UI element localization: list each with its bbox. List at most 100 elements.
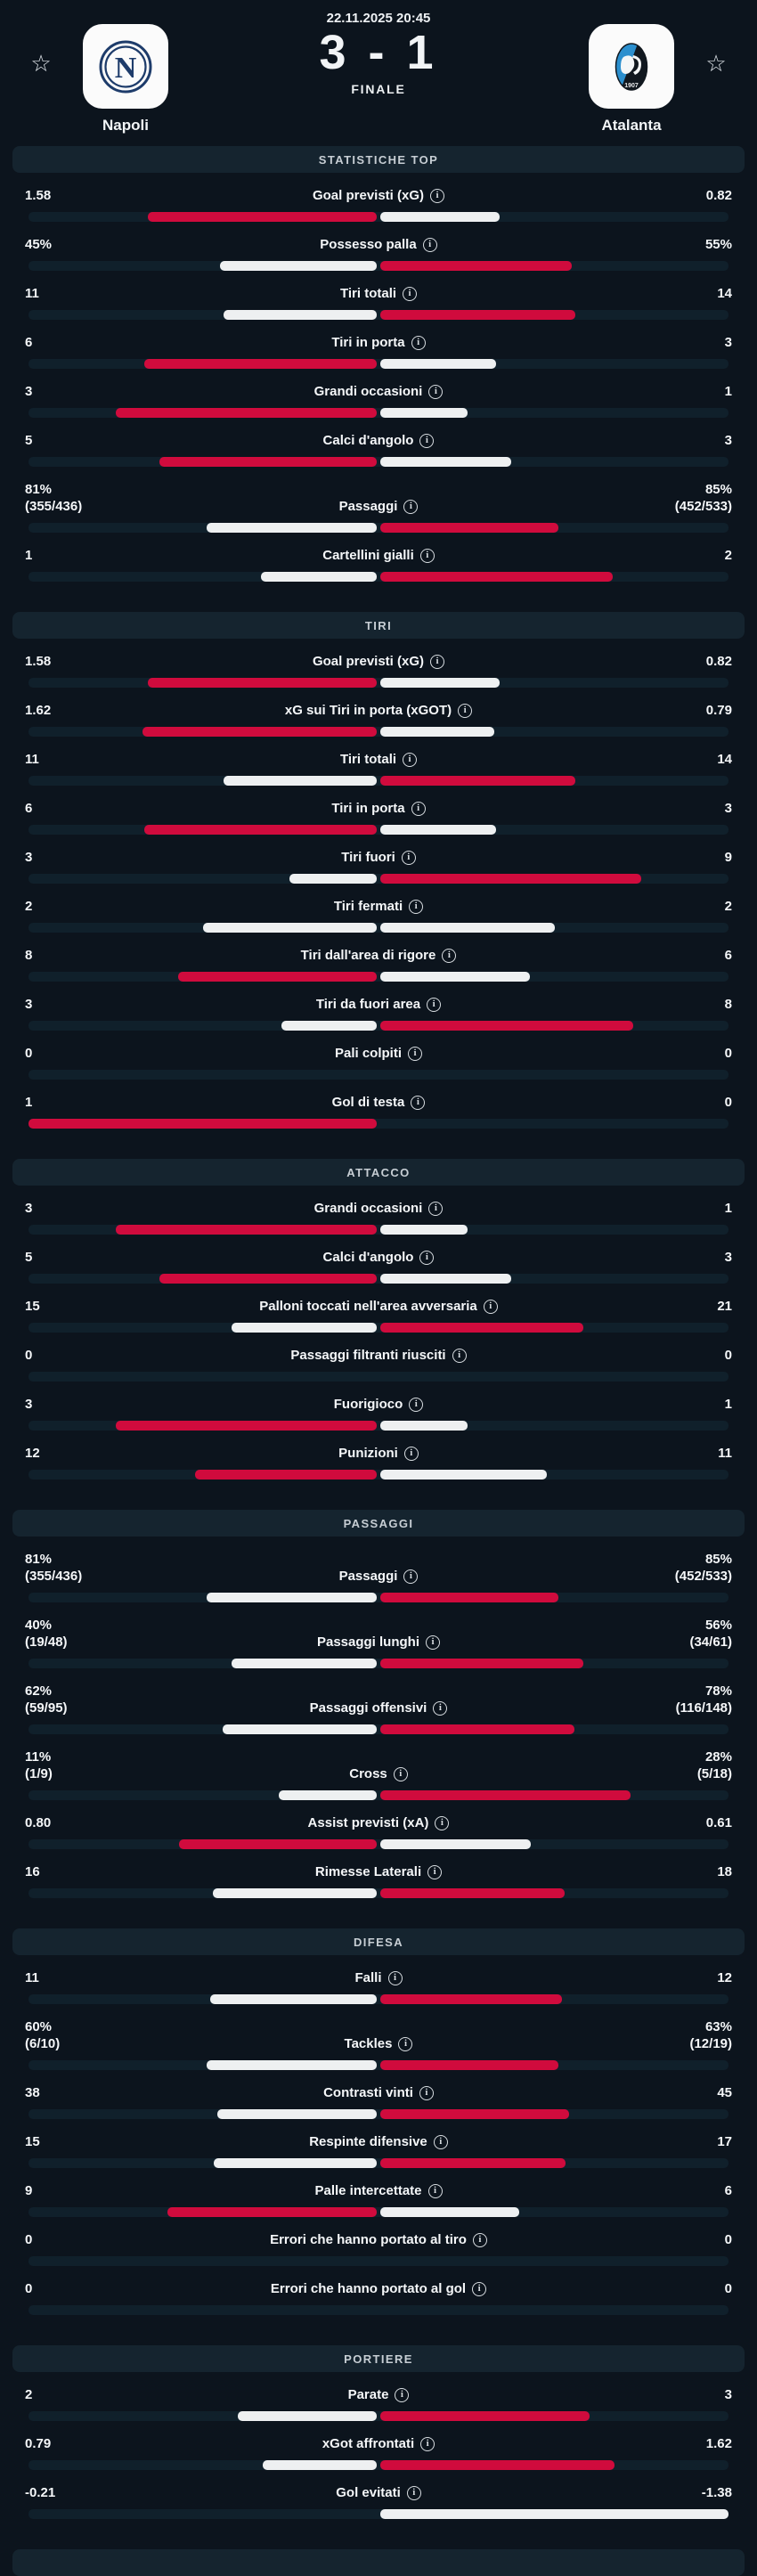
stat-row: 16 Rimesse Laterali i 18 (0, 1863, 757, 1898)
info-icon[interactable]: i (408, 1046, 422, 1061)
away-bar (380, 408, 468, 418)
info-icon[interactable]: i (419, 1250, 435, 1265)
stat-row: 3 Grandi occasioni i 1 (0, 1200, 757, 1235)
away-team-name[interactable]: Atalanta (601, 117, 662, 134)
info-icon[interactable]: i (458, 703, 473, 718)
home-team-name[interactable]: Napoli (102, 117, 149, 134)
info-icon[interactable]: i (401, 850, 416, 865)
info-icon[interactable]: i (409, 899, 424, 914)
home-value: 12 (25, 1446, 40, 1461)
home-value: 40% (25, 1618, 53, 1633)
info-icon[interactable]: i (411, 335, 426, 350)
stat-row: 40% (19/48) Passaggi lunghi i 56% (34/61… (0, 1617, 757, 1668)
info-icon[interactable]: i (419, 2085, 434, 2100)
info-icon[interactable]: i (387, 1970, 403, 1985)
home-value: 11 (25, 286, 39, 301)
info-icon[interactable]: i (420, 2436, 435, 2451)
stat-bar-track (28, 1790, 729, 1800)
info-icon[interactable]: i (433, 1700, 448, 1716)
away-value: 85% (704, 482, 732, 497)
stat-bar-track (28, 1021, 729, 1031)
info-icon[interactable]: i (419, 548, 435, 563)
info-icon[interactable]: i (398, 2036, 413, 2051)
stat-label: Rimesse Laterali (314, 1864, 422, 1879)
info-icon[interactable]: i (427, 997, 442, 1012)
home-subvalue: (19/48) (25, 1634, 68, 1650)
info-icon[interactable]: i (435, 1815, 450, 1830)
info-icon[interactable]: i (426, 1634, 441, 1650)
info-icon[interactable]: i (472, 2281, 487, 2296)
info-icon[interactable]: i (411, 1095, 426, 1110)
info-icon[interactable]: i (411, 801, 426, 816)
stat-bar-track (28, 572, 729, 582)
away-bar (380, 2509, 729, 2519)
info-icon[interactable]: i (393, 1766, 408, 1781)
stat-bar-track (28, 776, 729, 786)
stat-label: xG sui Tiri in porta (xGOT) (284, 703, 452, 718)
section-title: PORTIERE (344, 2352, 413, 2366)
atalanta-crest-icon: 1907 (615, 42, 648, 91)
home-value: -0.21 (25, 2485, 56, 2500)
stat-bar-track (28, 212, 729, 222)
home-bar (142, 727, 377, 737)
info-icon[interactable]: i (403, 752, 418, 767)
home-favorite-star-icon[interactable]: ☆ (30, 50, 52, 77)
stat-row: 15 Palloni toccati nell'area avversaria … (0, 1298, 757, 1333)
section-rows: 1.58 Goal previsti (xG) i 0.82 45% P (0, 187, 757, 582)
info-icon[interactable]: i (427, 1864, 443, 1879)
info-icon[interactable]: i (472, 2232, 487, 2247)
home-value: 3 (25, 1397, 33, 1412)
info-icon[interactable]: i (433, 2134, 448, 2149)
info-icon[interactable]: i (430, 654, 445, 669)
home-value: 15 (25, 2134, 40, 2149)
home-bar (232, 1323, 377, 1333)
home-bar (179, 1839, 377, 1849)
home-value: 60% (25, 2019, 53, 2034)
home-team-logo[interactable]: N (83, 24, 168, 109)
home-bar (289, 874, 377, 884)
info-icon[interactable]: i (427, 2183, 443, 2198)
away-team-logo[interactable]: 1907 (589, 24, 674, 109)
away-bar (380, 1839, 532, 1849)
home-value: 45% (25, 237, 53, 252)
away-bar (380, 776, 575, 786)
stats-section: STATISTICHE TOP 1.58 Goal previsti (xG) … (0, 146, 757, 582)
info-icon[interactable]: i (452, 1348, 467, 1363)
home-value: 5 (25, 1250, 33, 1265)
home-team[interactable]: N Napoli (59, 0, 192, 144)
stat-bar-track (28, 1274, 729, 1284)
away-value: 18 (717, 1864, 732, 1879)
info-icon[interactable]: i (430, 188, 445, 203)
info-icon[interactable]: i (483, 1299, 498, 1314)
away-value: 3 (724, 335, 732, 350)
info-icon[interactable]: i (403, 286, 418, 301)
home-subvalue: (355/436) (25, 1569, 83, 1584)
info-icon[interactable]: i (428, 384, 444, 399)
away-value: 3 (724, 433, 732, 448)
info-icon[interactable]: i (409, 1397, 424, 1412)
away-bar (380, 572, 613, 582)
away-favorite-star-icon[interactable]: ☆ (705, 50, 727, 77)
info-icon[interactable]: i (442, 948, 457, 963)
info-icon[interactable]: i (422, 237, 437, 252)
stat-bar-track (28, 1070, 729, 1080)
info-icon[interactable]: i (395, 2387, 410, 2402)
away-team[interactable]: 1907 Atalanta (565, 0, 698, 144)
stat-bar-track (28, 2158, 729, 2168)
info-icon[interactable]: i (406, 2485, 421, 2500)
stat-label: Passaggi (338, 1569, 398, 1584)
stat-bar-track (28, 1372, 729, 1382)
info-icon[interactable]: i (428, 1201, 444, 1216)
away-value: 85% (704, 1552, 732, 1567)
info-icon[interactable]: i (403, 499, 419, 514)
home-value: 15 (25, 1299, 40, 1314)
home-bar (207, 1593, 377, 1602)
info-icon[interactable]: i (403, 1569, 419, 1584)
stat-bar-track (28, 1839, 729, 1849)
stat-label: Passaggi offensivi (309, 1700, 427, 1716)
away-bar (380, 359, 497, 369)
home-bar (144, 359, 377, 369)
stat-row: 81% (355/436) Passaggi i 85% (452/533) (0, 481, 757, 533)
info-icon[interactable]: i (403, 1446, 419, 1461)
info-icon[interactable]: i (419, 433, 435, 448)
